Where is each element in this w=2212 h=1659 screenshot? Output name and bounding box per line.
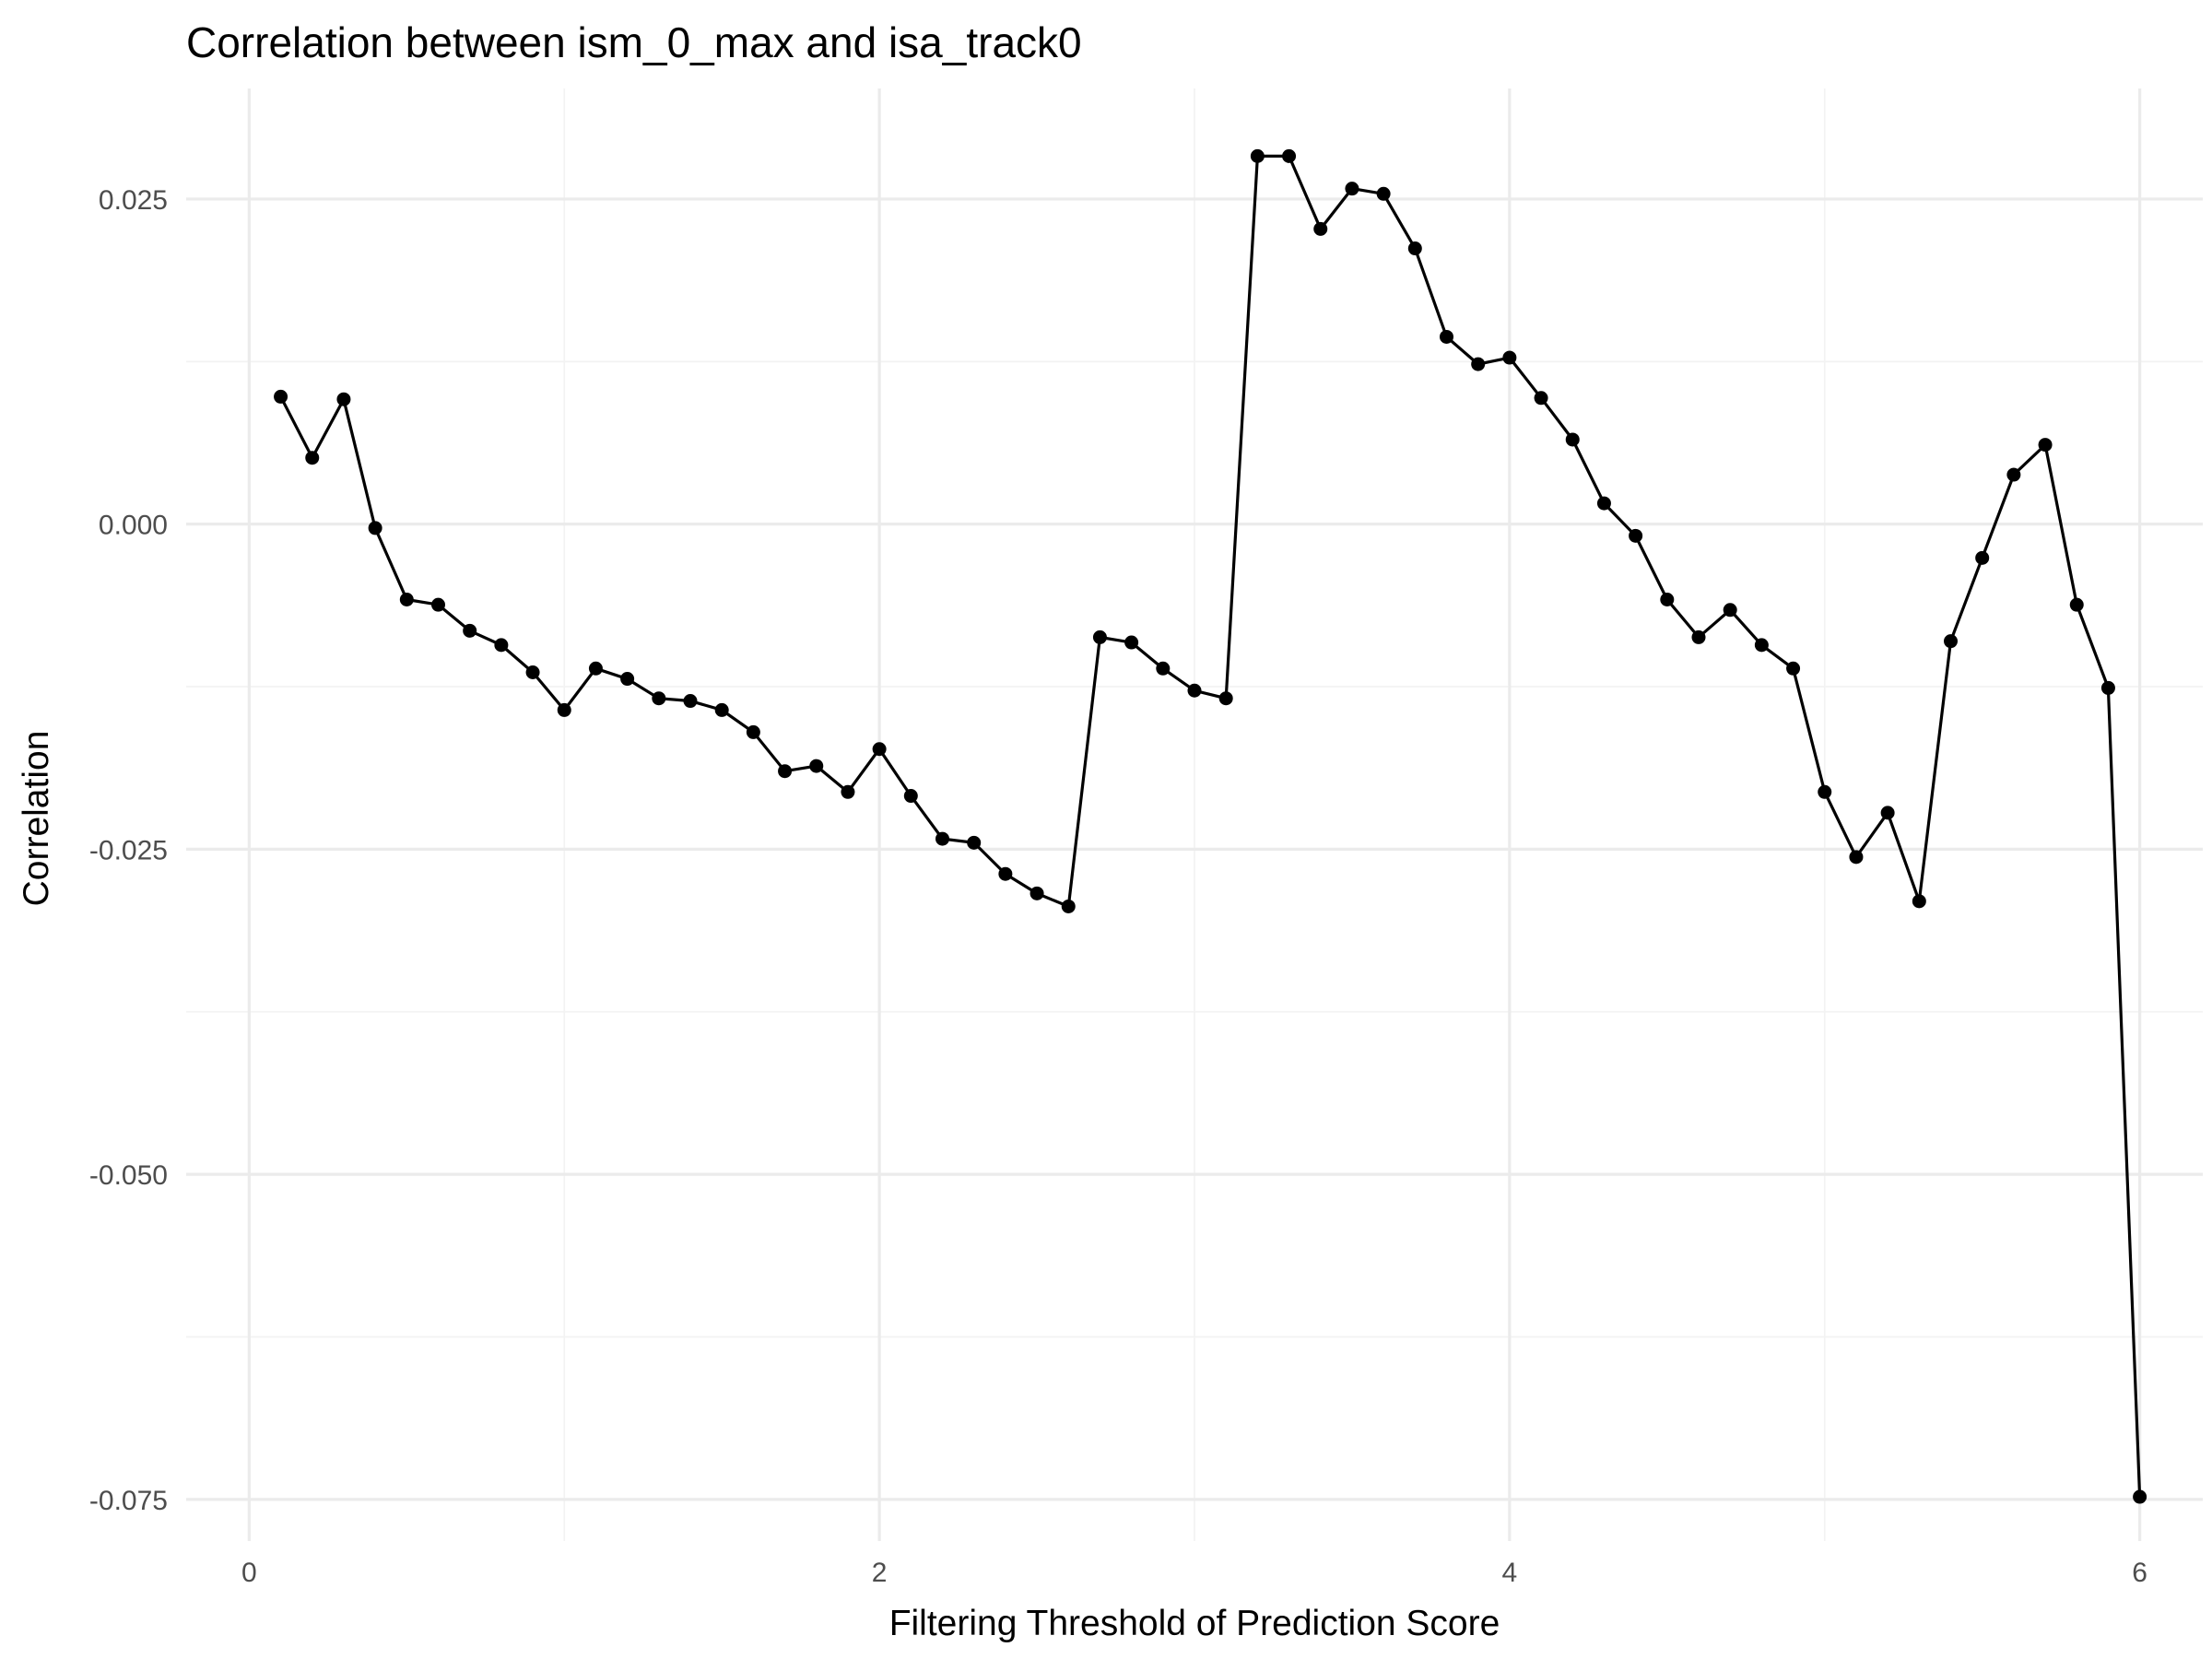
- data-point: [778, 764, 793, 779]
- series-correlation: [274, 148, 2147, 1504]
- data-point: [431, 597, 445, 612]
- data-point: [1596, 496, 1611, 511]
- data-point: [1061, 899, 1076, 913]
- data-point: [1218, 691, 1233, 706]
- data-point: [463, 623, 477, 638]
- data-point: [746, 724, 760, 739]
- chart-title: Correlation between ism_0_max and isa_tr…: [186, 18, 1082, 66]
- data-point: [1471, 357, 1486, 371]
- data-point: [1092, 629, 1107, 644]
- data-point: [274, 389, 288, 404]
- data-point: [714, 702, 729, 717]
- data-point: [1376, 186, 1391, 201]
- x-tick-label: 0: [241, 1558, 257, 1588]
- data-point: [841, 784, 855, 799]
- data-point: [2006, 467, 2021, 482]
- data-point: [1975, 550, 1990, 565]
- data-point: [1818, 784, 1832, 799]
- x-axis-title: Filtering Threshold of Prediction Score: [889, 1604, 1500, 1643]
- data-point: [588, 661, 603, 676]
- x-tick-label: 4: [1502, 1558, 1518, 1588]
- data-point: [1345, 182, 1359, 196]
- data-point: [1786, 661, 1801, 676]
- data-point: [2133, 1489, 2147, 1504]
- gridlines: [186, 88, 2203, 1541]
- data-point: [2100, 680, 2115, 695]
- data-point: [1407, 241, 1422, 256]
- data-point: [368, 521, 382, 535]
- data-point: [525, 665, 540, 680]
- data-point: [1944, 634, 1958, 649]
- data-point: [809, 759, 824, 773]
- data-point: [1187, 683, 1202, 698]
- data-point: [1156, 661, 1171, 676]
- data-point: [998, 866, 1013, 881]
- series-line: [279, 154, 2142, 1498]
- data-point: [557, 702, 571, 717]
- data-point: [1912, 894, 1926, 909]
- data-point: [652, 691, 666, 706]
- data-point: [1124, 635, 1139, 650]
- data-point: [872, 742, 887, 757]
- data-point: [1030, 886, 1044, 900]
- data-point: [620, 672, 635, 687]
- data-point: [1282, 148, 1297, 163]
- x-tick-label: 2: [872, 1558, 888, 1588]
- y-tick-label: -0.075: [89, 1486, 168, 1516]
- data-point: [399, 592, 414, 606]
- data-point: [1849, 850, 1864, 865]
- x-axis-tick-labels: 0 2 4 6: [241, 1558, 2147, 1588]
- data-point: [683, 694, 698, 709]
- data-point: [935, 831, 949, 846]
- data-point: [1502, 350, 1517, 365]
- data-point: [305, 451, 320, 465]
- data-point: [336, 392, 351, 406]
- y-axis-tick-labels: 0.025 0.000 -0.025 -0.050 -0.075: [89, 185, 168, 1516]
- data-point: [2069, 597, 2084, 612]
- data-point: [903, 789, 918, 804]
- data-point: [1565, 432, 1580, 447]
- data-point: [1754, 638, 1769, 653]
- data-point: [1723, 603, 1737, 618]
- data-point: [1660, 592, 1675, 606]
- data-point: [2038, 438, 2053, 453]
- data-point: [1691, 629, 1706, 644]
- data-point: [1313, 221, 1328, 236]
- data-point: [1880, 806, 1895, 820]
- y-tick-label: -0.025: [89, 835, 168, 865]
- data-point: [1534, 391, 1548, 406]
- data-point: [967, 835, 982, 850]
- data-point: [1629, 528, 1643, 543]
- y-tick-label: 0.000: [99, 511, 168, 541]
- data-point: [494, 638, 509, 653]
- data-point: [1250, 148, 1265, 163]
- y-tick-label: 0.025: [99, 185, 168, 216]
- data-point: [1440, 329, 1453, 344]
- y-tick-label: -0.050: [89, 1160, 168, 1191]
- x-tick-label: 6: [2132, 1558, 2147, 1588]
- y-axis-title: Correlation: [17, 731, 56, 907]
